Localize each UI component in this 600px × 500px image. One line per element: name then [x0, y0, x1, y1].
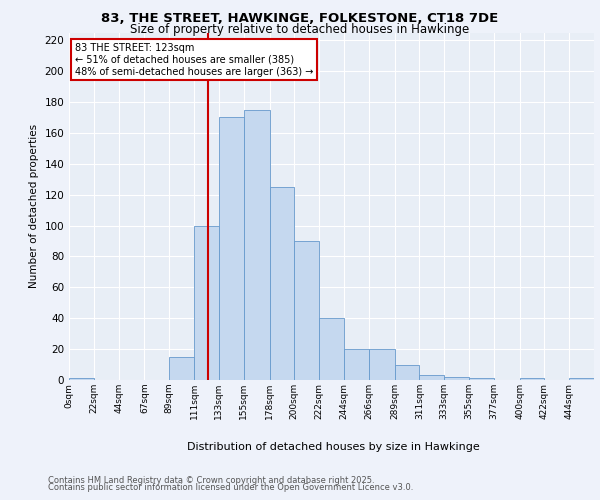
Bar: [269, 187, 295, 380]
Bar: [419, 376, 444, 380]
Text: Contains public sector information licensed under the Open Government Licence v3: Contains public sector information licen…: [48, 484, 413, 492]
Bar: [295, 241, 319, 380]
Text: 83 THE STREET: 123sqm
← 51% of detached houses are smaller (385)
48% of semi-det: 83 THE STREET: 123sqm ← 51% of detached …: [74, 44, 313, 76]
Bar: [520, 378, 544, 380]
Text: Distribution of detached houses by size in Hawkinge: Distribution of detached houses by size …: [187, 442, 479, 452]
Text: Contains HM Land Registry data © Crown copyright and database right 2025.: Contains HM Land Registry data © Crown c…: [48, 476, 374, 485]
Bar: [69, 378, 94, 380]
Bar: [569, 378, 594, 380]
Bar: [395, 364, 419, 380]
Bar: [444, 377, 469, 380]
Bar: [469, 378, 494, 380]
Text: Size of property relative to detached houses in Hawkinge: Size of property relative to detached ho…: [130, 22, 470, 36]
Bar: [244, 110, 269, 380]
Bar: [319, 318, 344, 380]
Text: 83, THE STREET, HAWKINGE, FOLKESTONE, CT18 7DE: 83, THE STREET, HAWKINGE, FOLKESTONE, CT…: [101, 12, 499, 26]
Bar: [344, 349, 368, 380]
Bar: [219, 118, 244, 380]
Y-axis label: Number of detached properties: Number of detached properties: [29, 124, 39, 288]
Bar: [169, 357, 194, 380]
Bar: [194, 226, 219, 380]
Bar: [368, 349, 395, 380]
